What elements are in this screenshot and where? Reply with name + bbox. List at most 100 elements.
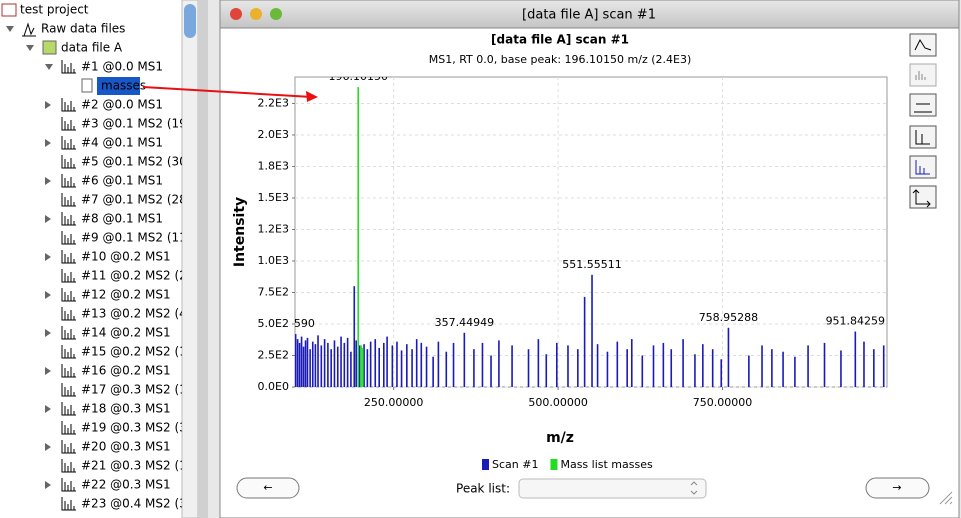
tree-node[interactable]: #2 @0.0 MS1 [81, 98, 163, 112]
peak [323, 339, 326, 387]
tree-node[interactable]: Raw data files [41, 22, 125, 36]
tree-node[interactable]: data file A [61, 41, 123, 55]
peak [498, 340, 500, 387]
peak [295, 334, 297, 387]
scrollbar[interactable] [181, 0, 199, 518]
peak [682, 339, 684, 387]
toolbar-button[interactable] [909, 63, 937, 87]
tree-node[interactable]: #23 @0.4 MS2 (304.2 [81, 497, 214, 511]
scroll-thumb[interactable] [184, 4, 196, 38]
spectrum-icon [61, 364, 76, 378]
peak [711, 349, 714, 387]
expand-arrow[interactable] [45, 139, 51, 147]
peak [350, 351, 352, 387]
peak-label: 758.95288 [699, 311, 759, 324]
peak [591, 274, 593, 387]
tree-node[interactable]: #17 @0.3 MS2 (171.1 [81, 383, 214, 397]
tree-node[interactable]: masses [101, 79, 146, 93]
peak [400, 350, 403, 387]
peak [320, 345, 323, 387]
tree-node[interactable]: #6 @0.1 MS1 [81, 174, 163, 188]
expand-arrow[interactable] [45, 329, 51, 337]
y-axis-label: Intensity [232, 197, 248, 267]
tree-node[interactable]: #21 @0.3 MS2 (199.1 [81, 459, 214, 473]
annotation-arrow [142, 86, 313, 98]
peak [317, 335, 319, 387]
peak-list-combo[interactable] [518, 478, 707, 499]
divider[interactable] [198, 0, 208, 518]
tree-node[interactable]: #16 @0.2 MS1 [81, 364, 171, 378]
peak [652, 345, 655, 387]
expand-arrow[interactable] [26, 45, 34, 51]
tree-node[interactable]: #7 @0.1 MS2 (287.22 [81, 193, 214, 207]
next-button[interactable] [865, 477, 930, 499]
peak [727, 327, 730, 387]
tree-node[interactable]: #9 @0.1 MS2 (111.11 [81, 231, 214, 245]
peak [296, 339, 299, 387]
tree-node[interactable]: #20 @0.3 MS1 [81, 440, 171, 454]
zoom-button[interactable] [270, 8, 282, 20]
peak [511, 345, 513, 387]
icon [915, 130, 930, 145]
toolbar-button[interactable] [909, 185, 937, 209]
spectrum-icon [61, 117, 76, 131]
expand-arrow[interactable] [45, 101, 51, 109]
masses-icon [81, 78, 93, 93]
expand-arrow[interactable] [45, 253, 51, 261]
toolbar-button[interactable] [909, 125, 937, 149]
peak [366, 349, 369, 387]
expand-arrow[interactable] [45, 443, 51, 451]
spectrum-icon [61, 250, 76, 264]
peak [863, 341, 865, 387]
y-tick-label: 5.0E2 [258, 317, 289, 330]
expand-arrow[interactable] [45, 215, 51, 223]
expand-arrow[interactable] [6, 26, 14, 32]
tree-node[interactable]: #22 @0.3 MS1 [81, 478, 171, 492]
tree-node[interactable]: #14 @0.2 MS1 [81, 326, 171, 340]
tree-node[interactable]: #12 @0.2 MS1 [81, 288, 171, 302]
tree-node[interactable]: #5 @0.1 MS2 (304.24 [81, 155, 214, 169]
spectrum-icon [61, 269, 76, 283]
expand-arrow[interactable] [45, 177, 51, 185]
tree-node[interactable]: #3 @0.1 MS2 (199.16 [81, 117, 214, 131]
spectrum-icon [61, 421, 76, 435]
spectrum-icon [61, 288, 76, 302]
peak [306, 337, 309, 387]
peak [386, 336, 388, 387]
toolbar-button[interactable] [909, 93, 937, 117]
minimize-button[interactable] [250, 8, 262, 20]
y-tick-label: 2.0E3 [258, 128, 289, 141]
tree-node[interactable]: #8 @0.1 MS1 [81, 212, 163, 226]
spectrum-icon [61, 440, 76, 454]
expand-arrow[interactable] [45, 291, 51, 299]
peak [391, 345, 394, 387]
spectrum-icon [61, 231, 76, 245]
peak [527, 349, 530, 387]
peak [336, 346, 339, 387]
tree-node[interactable]: #4 @0.1 MS1 [81, 136, 163, 150]
tree-node[interactable]: #11 @0.2 MS2 (249.2 [81, 269, 214, 283]
tree-node[interactable]: #10 @0.2 MS1 [81, 250, 171, 264]
peak [748, 355, 750, 387]
tree-node[interactable]: #19 @0.3 MS2 (332.2 [81, 421, 214, 435]
peak [626, 349, 628, 387]
toolbar-button[interactable] [909, 155, 937, 179]
peak-label: 551.55511 [562, 258, 622, 271]
expand-arrow[interactable] [45, 367, 51, 375]
peak [298, 342, 301, 387]
tree-node[interactable]: #15 @0.2 MS2 (135.1 [81, 345, 214, 359]
close-button[interactable] [230, 8, 242, 20]
expand-arrow[interactable] [45, 481, 51, 489]
x-tick-label: 750.00000 [693, 396, 753, 409]
peak [670, 349, 673, 387]
expand-arrow[interactable] [45, 405, 51, 413]
spectrum-icon [61, 307, 76, 321]
tree-node[interactable]: #13 @0.2 MS2 (436.3 [81, 307, 214, 321]
tree-node[interactable]: #1 @0.0 MS1 [81, 60, 163, 74]
prev-button[interactable] [236, 477, 300, 499]
tree-node[interactable]: #18 @0.3 MS1 [81, 402, 171, 416]
tree-node[interactable]: test project [20, 3, 89, 17]
spectrum-icon [61, 459, 76, 473]
expand-arrow[interactable] [45, 64, 53, 70]
